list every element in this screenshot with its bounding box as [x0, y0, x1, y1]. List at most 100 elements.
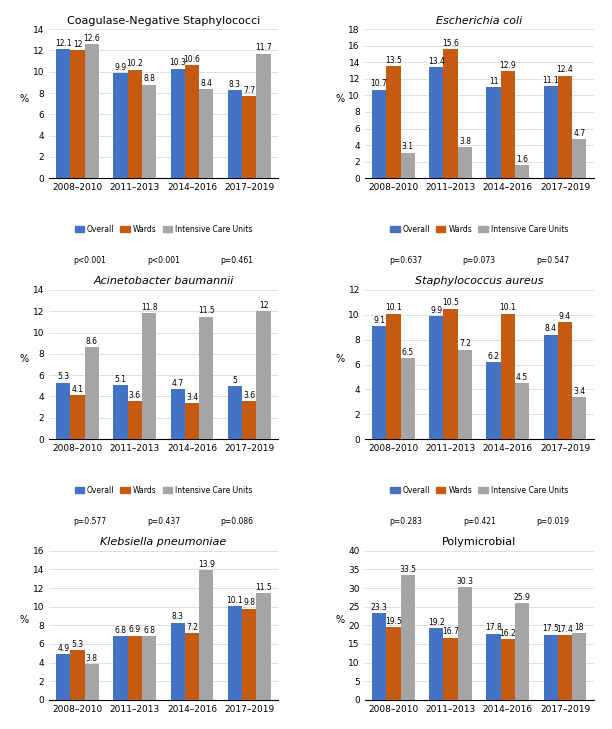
- Legend: Overall, Wards, Intensive Care Units: Overall, Wards, Intensive Care Units: [387, 483, 571, 498]
- Bar: [142, 636, 156, 700]
- Text: 13.9: 13.9: [198, 560, 215, 569]
- Bar: [228, 606, 242, 700]
- Text: p=0.073: p=0.073: [463, 256, 496, 265]
- Text: 19.2: 19.2: [428, 618, 445, 627]
- Bar: [256, 54, 271, 178]
- Bar: [84, 44, 99, 178]
- Bar: [199, 570, 214, 700]
- Bar: [400, 152, 415, 178]
- Text: 6.8: 6.8: [114, 626, 127, 635]
- Bar: [185, 633, 199, 700]
- Text: 8.6: 8.6: [86, 338, 98, 346]
- Text: 5.1: 5.1: [114, 375, 127, 383]
- Text: 10.1: 10.1: [226, 596, 244, 604]
- Text: 4.7: 4.7: [573, 129, 586, 138]
- Text: 16.7: 16.7: [442, 628, 459, 636]
- Bar: [372, 326, 386, 439]
- Text: p=0.577: p=0.577: [73, 517, 106, 526]
- Text: 12: 12: [259, 301, 268, 310]
- Text: 4.1: 4.1: [72, 385, 84, 394]
- Bar: [515, 604, 529, 700]
- Bar: [515, 165, 529, 178]
- Title: Staphylococcus aureus: Staphylococcus aureus: [415, 276, 543, 286]
- Text: 33.5: 33.5: [399, 565, 416, 574]
- Title: Klebsiella pneumoniae: Klebsiella pneumoniae: [100, 537, 226, 547]
- Text: p=0.637: p=0.637: [389, 256, 422, 265]
- Bar: [386, 66, 400, 178]
- Bar: [572, 139, 586, 178]
- Text: p=0.461: p=0.461: [220, 256, 253, 265]
- Bar: [242, 609, 256, 700]
- Text: 19.5: 19.5: [385, 617, 402, 626]
- Text: 3.1: 3.1: [401, 142, 414, 152]
- Bar: [429, 67, 444, 178]
- Text: 5.3: 5.3: [57, 373, 69, 381]
- Text: 15.6: 15.6: [442, 39, 459, 48]
- Text: 16.2: 16.2: [499, 629, 516, 639]
- Bar: [171, 69, 185, 178]
- Bar: [242, 96, 256, 178]
- Text: p=0.421: p=0.421: [463, 517, 496, 526]
- Bar: [70, 395, 84, 439]
- Text: 12.1: 12.1: [55, 39, 72, 48]
- Bar: [84, 348, 99, 439]
- Text: 10.6: 10.6: [184, 55, 201, 64]
- Bar: [543, 635, 558, 700]
- Bar: [487, 634, 501, 700]
- Text: 4.5: 4.5: [516, 373, 528, 382]
- Text: 8.8: 8.8: [143, 74, 155, 83]
- Y-axis label: %: %: [20, 94, 29, 104]
- Text: 8.4: 8.4: [200, 79, 212, 87]
- Text: 10.1: 10.1: [385, 303, 401, 313]
- Legend: Overall, Wards, Intensive Care Units: Overall, Wards, Intensive Care Units: [72, 222, 255, 237]
- Text: p<0.001: p<0.001: [147, 256, 180, 265]
- Bar: [199, 89, 214, 178]
- Bar: [444, 49, 458, 178]
- Bar: [501, 313, 515, 439]
- Text: 3.6: 3.6: [243, 391, 255, 399]
- Text: 12: 12: [73, 40, 83, 50]
- Text: 7.2: 7.2: [459, 340, 471, 348]
- Text: 3.4: 3.4: [573, 386, 586, 396]
- Text: 7.7: 7.7: [243, 86, 255, 95]
- Text: 9.9: 9.9: [430, 306, 442, 315]
- Bar: [501, 639, 515, 700]
- Y-axis label: %: %: [335, 94, 345, 104]
- Title: Coagulase-Negative Staphylococci: Coagulase-Negative Staphylococci: [67, 15, 260, 26]
- Text: 10.1: 10.1: [499, 303, 516, 313]
- Bar: [543, 86, 558, 178]
- Y-axis label: %: %: [335, 615, 345, 625]
- Y-axis label: %: %: [20, 615, 29, 625]
- Bar: [429, 316, 444, 439]
- Bar: [558, 322, 572, 439]
- Bar: [558, 76, 572, 178]
- Bar: [487, 87, 501, 178]
- Text: 8.3: 8.3: [229, 79, 241, 89]
- Text: 13.4: 13.4: [428, 57, 445, 66]
- Text: 8.3: 8.3: [172, 612, 184, 621]
- Bar: [84, 664, 99, 700]
- Y-axis label: %: %: [335, 354, 345, 364]
- Bar: [400, 358, 415, 439]
- Text: 10.5: 10.5: [442, 298, 459, 308]
- Legend: Overall, Wards, Intensive Care Units: Overall, Wards, Intensive Care Units: [387, 222, 571, 237]
- Bar: [128, 636, 142, 700]
- Bar: [386, 627, 400, 700]
- Bar: [171, 389, 185, 439]
- Bar: [487, 362, 501, 439]
- Text: 6.5: 6.5: [401, 348, 414, 357]
- Bar: [199, 316, 214, 439]
- Text: 10.2: 10.2: [127, 60, 143, 69]
- Bar: [228, 90, 242, 178]
- Text: 12.6: 12.6: [83, 34, 100, 43]
- Text: 18: 18: [575, 623, 584, 631]
- Legend: Overall, Wards, Intensive Care Units: Overall, Wards, Intensive Care Units: [72, 483, 255, 498]
- Bar: [429, 628, 444, 700]
- Text: 3.4: 3.4: [186, 393, 198, 402]
- Text: 4.7: 4.7: [171, 379, 184, 388]
- Bar: [113, 385, 128, 439]
- Text: 12.9: 12.9: [499, 61, 516, 70]
- Text: 3.8: 3.8: [86, 654, 98, 663]
- Bar: [56, 654, 70, 700]
- Text: p=0.437: p=0.437: [147, 517, 180, 526]
